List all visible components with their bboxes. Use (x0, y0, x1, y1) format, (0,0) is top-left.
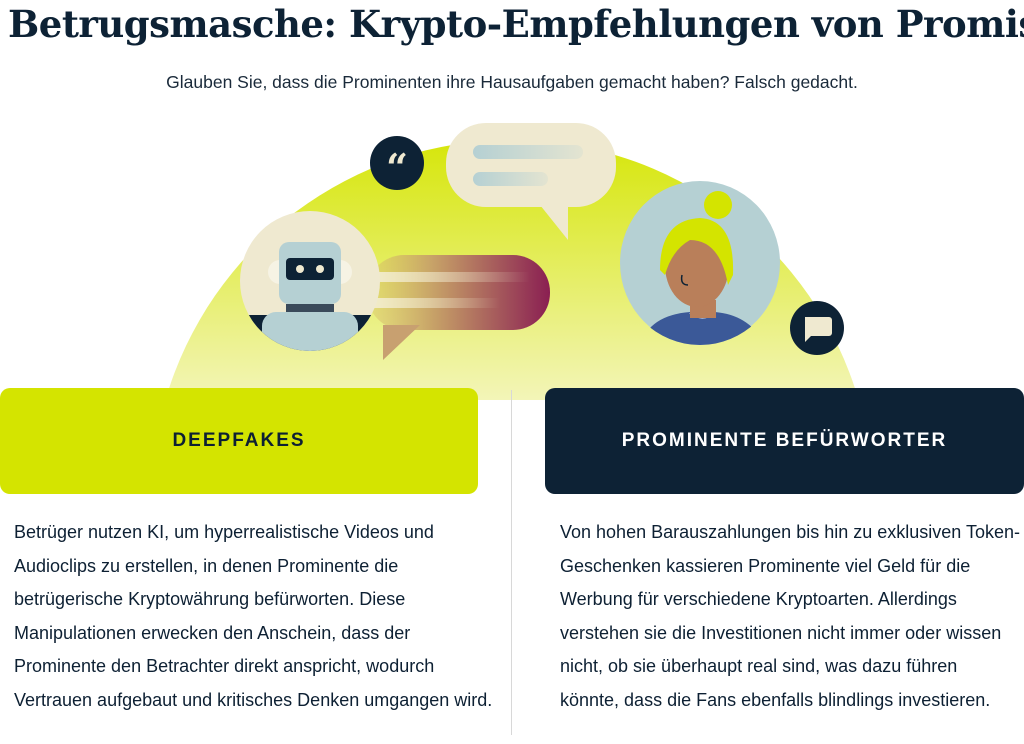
deepfakes-description: Betrüger nutzen KI, um hyperrealistische… (14, 522, 493, 710)
woman-icon (620, 181, 780, 345)
card-label: PROMINENTE BEFÜRWORTER (621, 430, 948, 451)
column-divider (511, 390, 512, 735)
quote-icon: “ (370, 136, 424, 190)
chat-bubble-icon (790, 301, 844, 355)
card-label: DEEPFAKES (172, 430, 306, 451)
gradient-speech-bubble (360, 255, 550, 360)
endorsers-description: Von hohen Barauszahlungen bis hin zu exk… (560, 522, 1020, 710)
hero-illustration: “ (0, 110, 1024, 400)
page-title: Betrugsmasche: Krypto-Empfehlungen von P… (8, 2, 1024, 46)
celebrity-endorsers-card: PROMINENTE BEFÜRWORTER (545, 388, 1024, 494)
deepfakes-card: DEEPFAKES (0, 388, 478, 494)
robot-icon (240, 211, 380, 351)
cream-speech-bubble (446, 123, 616, 240)
page-subtitle: Glauben Sie, dass die Prominenten ihre H… (166, 72, 858, 92)
svg-text:“: “ (386, 145, 408, 190)
